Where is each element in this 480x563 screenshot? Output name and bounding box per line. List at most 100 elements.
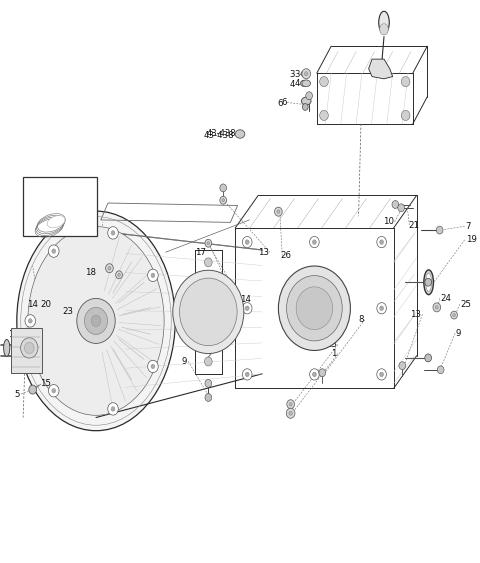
Text: 26: 26: [281, 251, 292, 260]
Text: 14: 14: [27, 300, 38, 309]
Circle shape: [453, 314, 456, 316]
Text: 18: 18: [85, 268, 96, 277]
Text: 2: 2: [225, 288, 230, 297]
Circle shape: [242, 369, 252, 380]
Bar: [23, 177, 97, 236]
Circle shape: [173, 270, 244, 354]
Circle shape: [287, 275, 342, 341]
Ellipse shape: [424, 270, 433, 294]
Bar: [11, 328, 42, 373]
Text: 12: 12: [53, 186, 67, 196]
Ellipse shape: [300, 80, 307, 86]
Circle shape: [108, 266, 111, 270]
Text: 4: 4: [295, 79, 300, 88]
Circle shape: [52, 388, 56, 393]
Circle shape: [319, 369, 325, 377]
Text: 25: 25: [461, 300, 472, 309]
Circle shape: [48, 245, 59, 257]
Circle shape: [289, 403, 292, 406]
Circle shape: [180, 278, 237, 346]
Circle shape: [289, 411, 292, 415]
Circle shape: [148, 360, 158, 373]
Circle shape: [310, 369, 319, 380]
Text: 5: 5: [15, 390, 20, 399]
Text: 19: 19: [466, 235, 477, 244]
Circle shape: [148, 269, 158, 282]
Circle shape: [48, 385, 59, 397]
Circle shape: [52, 249, 56, 253]
Circle shape: [205, 394, 212, 401]
Circle shape: [302, 69, 311, 79]
Circle shape: [320, 77, 328, 87]
Circle shape: [151, 364, 155, 369]
Circle shape: [310, 236, 319, 248]
Circle shape: [380, 306, 384, 311]
Circle shape: [21, 338, 38, 358]
Text: 4: 4: [290, 80, 295, 89]
Text: 13: 13: [410, 310, 421, 319]
Circle shape: [296, 287, 333, 329]
Circle shape: [436, 226, 443, 234]
Text: 12: 12: [52, 198, 63, 207]
Ellipse shape: [426, 273, 432, 291]
Circle shape: [286, 408, 295, 418]
Circle shape: [108, 403, 118, 415]
Circle shape: [84, 307, 108, 334]
Text: 3: 3: [290, 70, 295, 79]
Circle shape: [287, 400, 294, 409]
Text: 9: 9: [182, 357, 187, 366]
Circle shape: [111, 231, 115, 235]
Circle shape: [25, 315, 36, 327]
Circle shape: [425, 278, 432, 286]
Circle shape: [207, 242, 210, 245]
Text: 23: 23: [62, 307, 73, 316]
Circle shape: [278, 266, 350, 350]
Text: 0: 0: [234, 315, 239, 324]
Circle shape: [377, 369, 386, 380]
Circle shape: [245, 306, 249, 311]
Circle shape: [220, 196, 227, 204]
Circle shape: [245, 240, 249, 244]
Ellipse shape: [301, 71, 307, 76]
Circle shape: [116, 271, 122, 279]
Circle shape: [242, 236, 252, 248]
Polygon shape: [369, 59, 393, 79]
Circle shape: [312, 372, 316, 377]
Text: 21: 21: [408, 221, 419, 230]
Circle shape: [435, 306, 438, 309]
Circle shape: [242, 302, 252, 314]
Circle shape: [108, 227, 118, 239]
Text: 23: 23: [326, 340, 337, 349]
Circle shape: [302, 104, 308, 110]
Circle shape: [320, 110, 328, 120]
Text: 15: 15: [40, 379, 51, 388]
Text: 10: 10: [383, 217, 394, 226]
Ellipse shape: [3, 339, 10, 356]
Text: 22: 22: [217, 324, 228, 333]
Ellipse shape: [302, 80, 311, 87]
Text: 7: 7: [466, 222, 471, 231]
Circle shape: [111, 406, 115, 411]
Circle shape: [245, 372, 249, 377]
Circle shape: [312, 240, 316, 244]
Circle shape: [205, 379, 212, 387]
Circle shape: [275, 207, 282, 216]
Ellipse shape: [379, 11, 389, 34]
Ellipse shape: [47, 216, 65, 228]
Text: 6: 6: [278, 99, 283, 108]
Ellipse shape: [301, 97, 311, 105]
Circle shape: [433, 303, 441, 312]
Text: 14: 14: [240, 295, 251, 304]
Circle shape: [220, 184, 227, 192]
Circle shape: [437, 366, 444, 374]
Circle shape: [304, 72, 308, 76]
Circle shape: [399, 361, 406, 369]
Text: 13: 13: [258, 248, 269, 257]
Circle shape: [222, 199, 225, 202]
Circle shape: [151, 273, 155, 278]
Circle shape: [425, 354, 432, 362]
Ellipse shape: [28, 226, 164, 415]
Circle shape: [29, 385, 36, 394]
Circle shape: [204, 258, 212, 267]
Circle shape: [306, 92, 312, 100]
